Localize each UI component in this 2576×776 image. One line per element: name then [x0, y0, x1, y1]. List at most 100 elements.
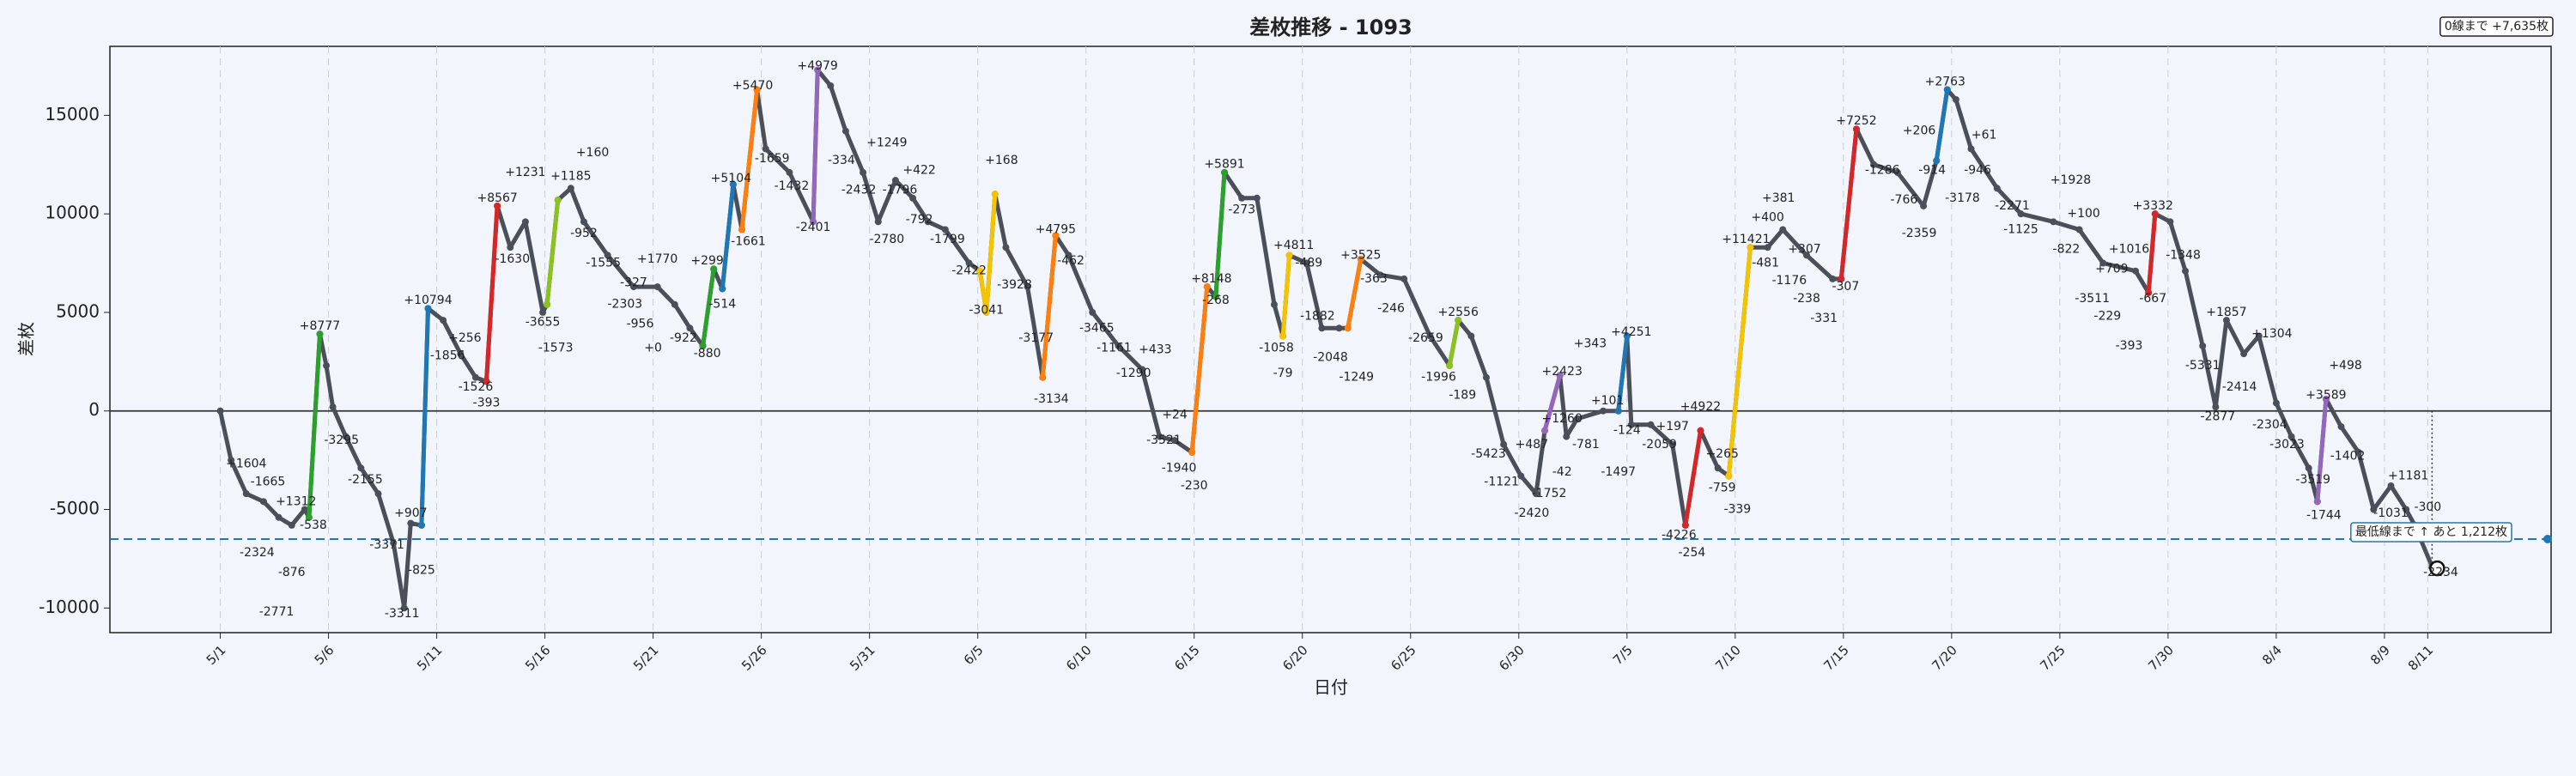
annotation: +1249: [866, 136, 907, 149]
main-line-point: [1482, 373, 1490, 381]
annotation: +381: [1762, 191, 1795, 205]
main-line-point: [1532, 490, 1540, 498]
annotation: -4226: [1662, 528, 1697, 542]
main-line-point: [2099, 259, 2107, 267]
highlight-segment: [1189, 286, 1210, 453]
main-line-point: [357, 464, 365, 472]
x-tick-label: 6/5: [961, 642, 987, 668]
annotation: +206: [1903, 124, 1936, 138]
main-line-point: [2370, 506, 2378, 513]
highlight-segment-point: [1188, 448, 1196, 456]
annotation: +343: [1574, 337, 1607, 351]
highlight-segment-point: [699, 342, 707, 349]
x-tick-label: 6/10: [1063, 642, 1095, 674]
highlight-segment-point: [1357, 255, 1364, 263]
note-box: 最低線まで ↑ あと 1,212枚: [2350, 522, 2512, 543]
highlight-segment-point: [1747, 244, 1754, 252]
annotation: -79: [1273, 367, 1293, 380]
annotation: -538: [300, 518, 327, 532]
annotation: +3525: [1340, 248, 1381, 262]
annotation: -462: [1057, 254, 1084, 268]
annotation: +422: [902, 164, 935, 178]
annotation: -1058: [1259, 341, 1294, 355]
annotation: -1526: [459, 380, 494, 394]
main-line-point: [1089, 308, 1097, 316]
main-line-point: [924, 218, 932, 226]
main-line-point: [2050, 218, 2057, 226]
annotation: +160: [576, 146, 609, 160]
annotation: -1659: [755, 152, 790, 166]
annotation: +61: [1971, 128, 1997, 142]
annotation: -254: [1679, 546, 1706, 560]
main-line-point: [671, 300, 678, 308]
annotation: +299: [690, 254, 723, 268]
annotation: -1665: [251, 475, 286, 488]
highlight-segment: [544, 199, 561, 305]
main-line-point: [1270, 300, 1278, 308]
annotation: -273: [1228, 203, 1255, 217]
annotation: -956: [627, 318, 654, 331]
annotation: +265: [1705, 447, 1738, 461]
highlight-segment-point: [1725, 472, 1733, 480]
highlight-segment: [2146, 213, 2158, 294]
annotation: +168: [985, 154, 1018, 167]
annotation: +5104: [711, 172, 751, 185]
x-axis-label: 日付: [1314, 677, 1348, 698]
main-line-point: [507, 244, 514, 252]
main-line-point: [1115, 342, 1122, 349]
main-line-point: [1467, 332, 1475, 340]
last-point-marker: [2429, 560, 2445, 577]
main-line-point: [2255, 332, 2263, 340]
highlight-segment-point: [1556, 372, 1564, 379]
annotation: +8777: [300, 319, 340, 333]
annotation: -2271: [1995, 199, 2030, 213]
annotation: +1770: [637, 252, 677, 266]
main-line-point: [891, 177, 899, 185]
annotation: +1181: [2388, 469, 2428, 482]
main-line-point: [275, 513, 283, 521]
annotation: -393: [2116, 339, 2143, 353]
annotation: -759: [1709, 481, 1736, 494]
annotation: -1348: [2166, 248, 2201, 262]
main-line-point: [2272, 399, 2280, 407]
highlight-segment-point: [1838, 275, 1845, 282]
x-tick-label: 7/15: [1820, 642, 1852, 674]
highlight-segment-point: [1933, 157, 1941, 165]
main-line-point: [2305, 464, 2312, 472]
annotation: -2059: [1642, 438, 1677, 452]
annotation: -2303: [608, 298, 643, 312]
x-tick-label: 7/25: [2037, 642, 2069, 674]
main-line-point: [762, 145, 769, 153]
highlight-segment: [1934, 89, 1950, 161]
annotation: +2556: [1438, 306, 1479, 319]
highlight-segment-point: [814, 66, 822, 74]
annotation: -1121: [1484, 475, 1519, 488]
x-tick-label: 6/20: [1279, 642, 1311, 674]
annotation: -5423: [1471, 447, 1506, 461]
highlight-segment-point: [710, 265, 718, 273]
highlight-segment-point: [1852, 125, 1860, 133]
annotation: -246: [1377, 301, 1405, 315]
annotation: -1432: [775, 179, 810, 193]
highlight-segment: [1616, 336, 1630, 411]
highlight-segment: [419, 308, 430, 525]
main-line-point: [1024, 283, 1031, 291]
highlight-segment-point: [305, 513, 313, 521]
highlight-segment-point: [544, 300, 551, 308]
main-line-point: [1967, 145, 1975, 153]
main-line-point: [1829, 275, 1837, 282]
annotation: -2877: [2201, 410, 2236, 424]
x-tick-label: 5/11: [414, 642, 446, 674]
main-line-point: [1500, 440, 1508, 448]
plot-area: [109, 45, 2552, 634]
highlight-segment-point: [1279, 332, 1287, 340]
main-line-point: [1318, 324, 1326, 332]
annotation: -825: [408, 564, 435, 578]
annotation: +2423: [1542, 365, 1583, 379]
annotation: +487: [1516, 438, 1548, 452]
highlight-segment-point: [417, 521, 425, 529]
annotation: -3134: [1034, 392, 1069, 406]
x-tick-label: 6/30: [1496, 642, 1528, 674]
highlight-segment-point: [719, 285, 726, 293]
annotation: -2155: [348, 473, 383, 487]
